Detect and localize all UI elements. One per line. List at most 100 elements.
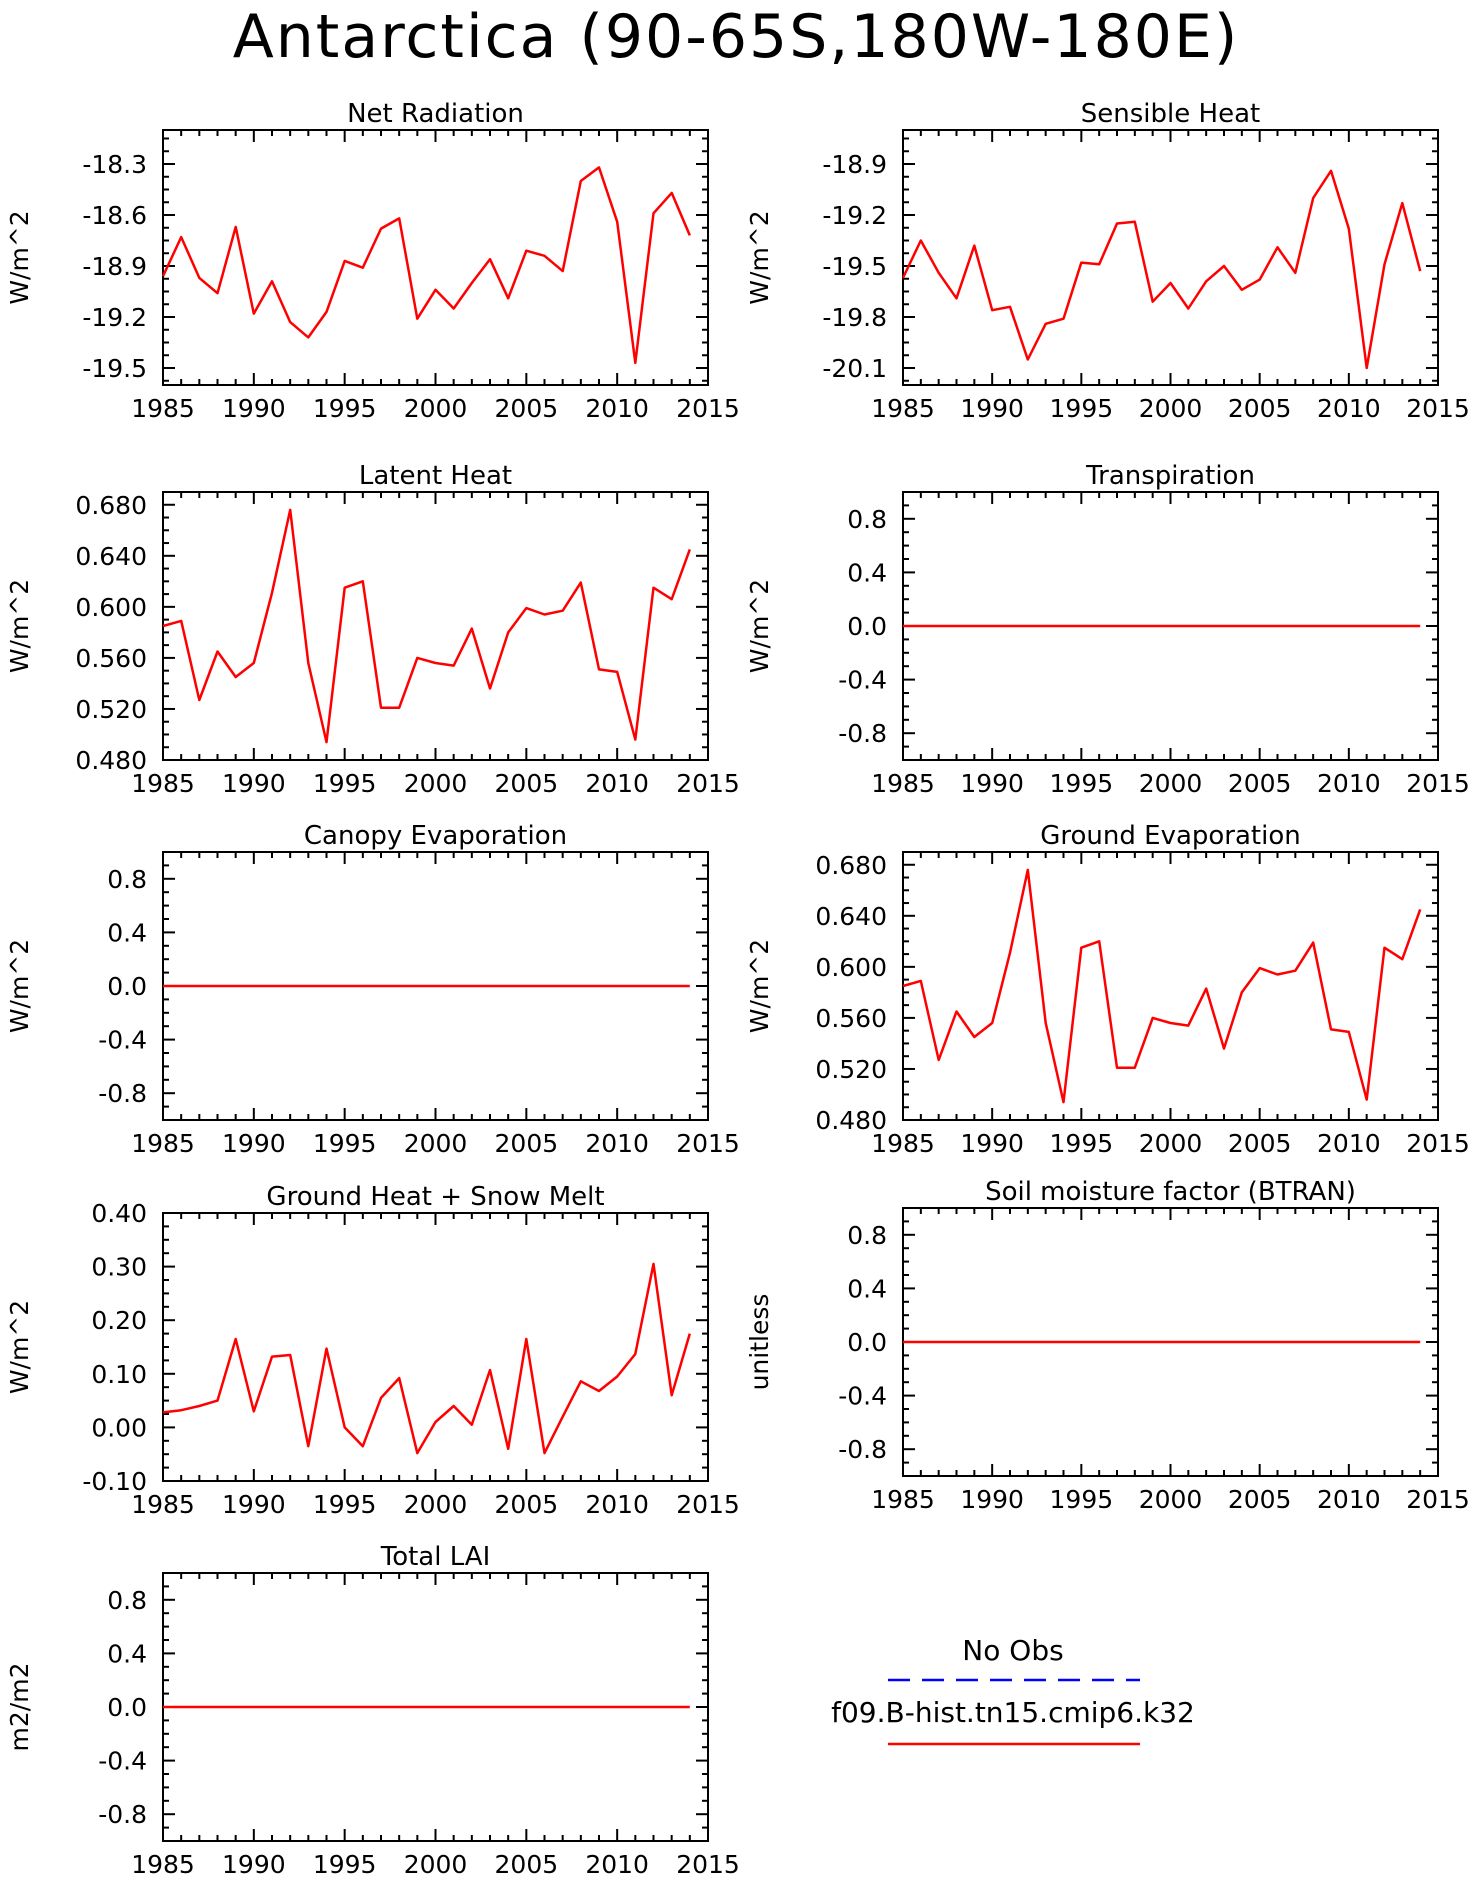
series-line	[902, 868, 1422, 1104]
x-tick-label: 1990	[960, 769, 1024, 798]
y-tick-label: 0.680	[75, 491, 147, 520]
y-tick-label: 0.680	[815, 851, 887, 880]
x-tick-label: 2010	[1317, 394, 1381, 423]
x-tick-label: 2010	[585, 1129, 649, 1158]
panel-title: Canopy Evaporation	[304, 821, 567, 851]
x-tick-label: 2015	[676, 1129, 740, 1158]
x-tick-label: 1995	[1050, 1485, 1114, 1514]
y-tick-label: -18.3	[82, 150, 147, 179]
y-tick-label: 0.480	[75, 746, 147, 775]
x-tick-label: 1995	[313, 769, 377, 798]
x-tick-label: 2015	[676, 1490, 740, 1519]
x-tick-label: 1985	[131, 1490, 195, 1519]
panel-title: Soil moisture factor (BTRAN)	[985, 1177, 1356, 1207]
y-tick-label: 0.640	[815, 902, 887, 931]
x-tick-label: 1995	[1050, 394, 1114, 423]
x-tick-label: 2000	[1139, 1485, 1203, 1514]
y-tick-label: 0.600	[75, 593, 147, 622]
y-tick-label: -0.10	[82, 1467, 147, 1496]
y-tick-label: 0.00	[91, 1413, 147, 1442]
x-tick-label: 1990	[222, 1129, 286, 1158]
y-tick-label: 0.0	[847, 1328, 887, 1357]
series-line	[161, 166, 691, 365]
y-tick-label: -19.5	[822, 252, 887, 281]
x-tick-label: 2000	[404, 769, 468, 798]
x-tick-label: 2000	[1139, 1129, 1203, 1158]
x-tick-label: 2015	[1406, 1485, 1470, 1514]
x-tick-label: 2010	[1317, 1485, 1381, 1514]
panel-1: Sensible Heat 1985 1990 1995 2000 2005 2010 201…	[745, 99, 1470, 423]
panel-4: Canopy Evaporation 1985 1990 1995 2000 2005 20…	[5, 821, 740, 1158]
y-tick-label: -19.5	[82, 354, 147, 383]
y-tick-label: 0.0	[107, 972, 147, 1001]
panel-title: Transpiration	[1085, 461, 1255, 491]
y-tick-label: 0.640	[75, 542, 147, 571]
panel-title: Ground Heat + Snow Melt	[266, 1182, 604, 1212]
x-tick-label: 2000	[404, 1490, 468, 1519]
legend-obs-label: No Obs	[962, 1634, 1063, 1667]
x-tick-label: 2015	[676, 1850, 740, 1879]
y-tick-label: 0.4	[847, 1274, 887, 1303]
y-axis-label: W/m^2	[5, 1300, 34, 1394]
x-tick-label: 2000	[1139, 394, 1203, 423]
legend: No Obs f09.B-hist.tn15.cmip6.k32	[831, 1634, 1195, 1746]
plot-frame	[902, 851, 1439, 1121]
series-line	[162, 508, 691, 744]
y-tick-label: 0.8	[847, 505, 887, 534]
plot-frame	[162, 129, 709, 386]
y-tick-label: -0.4	[98, 1747, 147, 1776]
y-tick-label: -19.2	[82, 303, 147, 332]
y-tick-label: 0.0	[847, 612, 887, 641]
x-tick-label: 1995	[313, 1129, 377, 1158]
page-title: Antarctica (90-65S,180W-180E)	[232, 2, 1240, 72]
y-tick-label: 0.10	[91, 1360, 147, 1389]
y-axis-label: W/m^2	[745, 579, 774, 673]
x-tick-label: 1990	[960, 1129, 1024, 1158]
x-tick-label: 2005	[1228, 394, 1292, 423]
y-tick-label: 0.4	[107, 1639, 147, 1668]
panel-5: Ground Evaporation 1985 1990 1995 2000 2005 20…	[745, 821, 1470, 1158]
y-tick-label: 0.480	[815, 1106, 887, 1135]
y-tick-label: -0.4	[838, 1382, 887, 1411]
x-tick-label: 1985	[871, 1129, 935, 1158]
y-tick-label: -18.9	[82, 252, 147, 281]
y-tick-label: 0.600	[815, 953, 887, 982]
x-tick-label: 2000	[1139, 769, 1203, 798]
x-tick-label: 1985	[131, 394, 195, 423]
x-tick-label: 2000	[404, 1129, 468, 1158]
y-tick-label: 0.4	[107, 918, 147, 947]
panel-2: Latent Heat 1985 1990 1995 2000 2005 2010 2015 0…	[5, 461, 740, 798]
series-line	[901, 169, 1422, 370]
x-tick-label: 2005	[495, 1850, 559, 1879]
x-tick-label: 2005	[1228, 1129, 1292, 1158]
x-tick-label: 1985	[131, 1850, 195, 1879]
y-tick-label: 0.8	[847, 1221, 887, 1250]
x-tick-label: 1985	[131, 1129, 195, 1158]
plot-frame	[162, 491, 709, 761]
y-tick-label: -0.4	[838, 666, 887, 695]
y-tick-label: -18.9	[822, 150, 887, 179]
x-tick-label: 1990	[960, 1485, 1024, 1514]
x-tick-label: 1990	[222, 394, 286, 423]
y-tick-label: 0.560	[75, 644, 147, 673]
y-tick-label: 0.520	[815, 1055, 887, 1084]
x-tick-label: 2010	[585, 769, 649, 798]
x-tick-label: 2010	[1317, 769, 1381, 798]
x-tick-label: 2015	[676, 394, 740, 423]
x-tick-label: 2000	[404, 394, 468, 423]
y-tick-label: 0.30	[91, 1253, 147, 1282]
x-tick-label: 2005	[1228, 1485, 1292, 1514]
x-tick-label: 2005	[495, 1490, 559, 1519]
panel-0: Net Radiation 1985 1990 1995 2000 2005 2010 201…	[5, 99, 740, 423]
y-tick-label: 0.0	[107, 1693, 147, 1722]
y-tick-label: -0.8	[838, 719, 887, 748]
x-tick-label: 2000	[404, 1850, 468, 1879]
x-tick-label: 2015	[1406, 394, 1470, 423]
x-tick-label: 1990	[222, 1850, 286, 1879]
x-tick-label: 1985	[871, 1485, 935, 1514]
x-tick-label: 1995	[1050, 1129, 1114, 1158]
x-tick-label: 2010	[585, 1850, 649, 1879]
y-tick-label: 0.40	[91, 1199, 147, 1228]
y-tick-label: -19.2	[822, 201, 887, 230]
